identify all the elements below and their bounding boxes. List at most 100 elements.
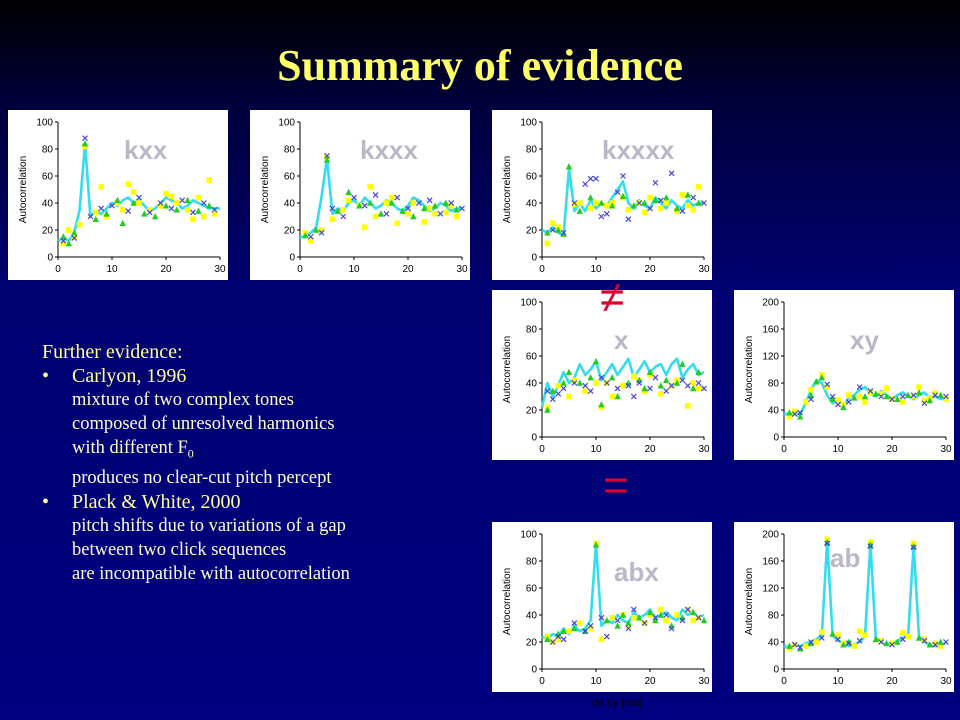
data-point-square (631, 614, 637, 621)
plot-background (492, 110, 712, 280)
data-point-triangle (840, 641, 847, 648)
plot-x-svg: 0 20 40 60 80 100 0 10 20 30 Autocorrelation (492, 290, 712, 460)
data-point-cross (598, 614, 605, 621)
data-point-cross (125, 208, 132, 215)
data-point-cross (679, 208, 686, 215)
y-tick-label: 80 (526, 325, 538, 336)
data-point-square (405, 211, 411, 217)
data-point-square (555, 636, 561, 643)
y-tick-label: 0 (773, 665, 779, 676)
data-point-square (878, 391, 884, 397)
data-point-cross (324, 152, 330, 159)
data-point-triangle (807, 639, 815, 647)
y-tick-label: 100 (520, 530, 537, 541)
data-point-square (786, 413, 793, 420)
y-tick-label: 200 (762, 298, 779, 309)
data-point-cross (560, 385, 567, 392)
data-point-cross (701, 200, 707, 206)
data-point-triangle (861, 393, 869, 400)
y-tick-label: 80 (526, 145, 538, 156)
data-point-triangle (646, 368, 654, 375)
data-point-square (604, 202, 610, 209)
data-point-cross (630, 606, 637, 613)
data-point-cross (701, 385, 707, 392)
plot-kxxxx: 0 20 40 60 80 100 0 10 20 30 Autocorrelation (492, 110, 712, 280)
data-point-triangle (829, 395, 836, 402)
data-point-triangle (565, 368, 573, 375)
data-point-cross (647, 205, 653, 212)
data-point-cross (910, 544, 917, 551)
data-point-cross (856, 384, 863, 390)
data-point-cross (555, 633, 562, 640)
data-point-square (921, 636, 928, 643)
data-point-square (802, 399, 809, 405)
data-point-cross (549, 227, 556, 233)
data-point-triangle (152, 213, 159, 220)
data-point-triangle (619, 611, 627, 618)
data-point-cross (829, 393, 836, 400)
data-point-triangle (592, 541, 600, 548)
data-point-triangle (367, 199, 374, 206)
bullet-marker: • (42, 490, 50, 513)
data-point-square (641, 209, 648, 216)
y-tick-label: 100 (520, 298, 537, 309)
data-point-triangle (690, 384, 697, 392)
y-tick-label: 60 (42, 172, 54, 183)
data-point-triangle (695, 199, 702, 206)
data-point-cross (684, 382, 691, 389)
y-axis-label: Autocorrelation (260, 156, 271, 223)
evidence-line: pitch shifts due to variations of a gap (72, 515, 346, 536)
data-point-cross (190, 209, 196, 216)
y-tick-label: 0 (47, 253, 53, 264)
data-point-square (862, 632, 868, 639)
data-point-cross (652, 179, 659, 186)
y-axis-label: Autocorrelation (502, 156, 513, 223)
x-tick-label: 20 (402, 264, 414, 275)
data-point-cross (560, 229, 567, 236)
y-tick-label: 80 (526, 557, 538, 568)
data-point-cross (437, 210, 444, 217)
data-point-square (372, 213, 379, 220)
data-point-square (916, 384, 922, 390)
data-point-cross (587, 388, 594, 395)
y-tick-label: 80 (42, 145, 54, 156)
data-point-triangle (646, 608, 654, 616)
plot-ab-svg: 0 40 80 120 160 200 0 10 20 30 Autocorrelation (734, 522, 954, 692)
y-tick-label: 80 (768, 379, 780, 390)
data-point-square (685, 202, 691, 209)
data-point-triangle (377, 210, 385, 217)
data-point-cross (136, 194, 142, 201)
x-tick-label: 0 (297, 264, 303, 275)
x-tick-label: 10 (832, 676, 844, 687)
data-point-cross (571, 200, 578, 206)
plot-ab: 0 40 80 120 160 200 0 10 20 30 Autocorrelation (734, 522, 954, 692)
plot-label-xy: xy (850, 325, 879, 355)
data-point-cross (657, 197, 664, 204)
data-point-triangle (851, 394, 858, 401)
y-tick-label: 60 (284, 172, 296, 183)
data-point-square (905, 633, 911, 640)
data-point-square (168, 193, 175, 200)
data-point-square (571, 377, 578, 384)
data-point-square (544, 240, 551, 247)
data-point-triangle (565, 163, 573, 170)
data-point-triangle (829, 630, 836, 637)
data-point-square (367, 184, 373, 190)
data-point-cross (603, 380, 610, 386)
data-point-triangle (663, 194, 670, 201)
data-point-cross (383, 210, 390, 217)
data-point-triangle (652, 196, 659, 204)
data-point-square (910, 393, 917, 400)
data-point-triangle (206, 202, 213, 209)
x-tick-label: 30 (940, 444, 952, 455)
not-equal-sign: ≠ (600, 273, 625, 322)
y-axis-label: Autocorrelation (502, 336, 513, 403)
data-point-triangle (915, 388, 923, 396)
data-point-cross (932, 641, 939, 648)
data-point-square (937, 643, 944, 649)
data-point-cross (448, 200, 455, 206)
data-point-square (658, 606, 664, 613)
data-point-cross (889, 641, 895, 648)
data-point-triangle (587, 194, 594, 201)
data-point-triangle (544, 635, 551, 643)
